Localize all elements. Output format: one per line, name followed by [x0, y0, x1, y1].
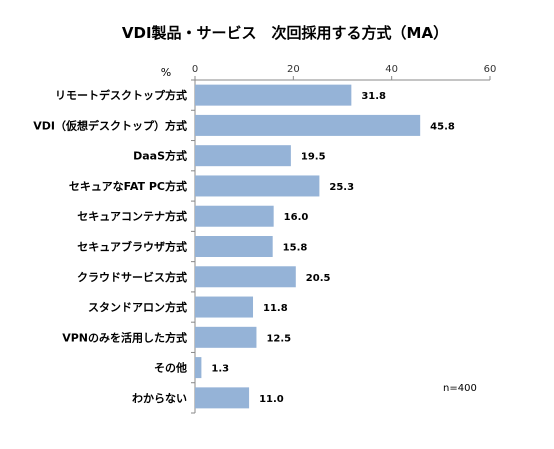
data-label: 12.5 [266, 333, 291, 344]
x-tick-label: 60 [484, 64, 497, 75]
category-label: DaaS方式 [133, 149, 187, 163]
bar [195, 266, 296, 288]
data-label: 20.5 [306, 273, 331, 284]
bar [195, 114, 421, 136]
bar [195, 387, 250, 409]
category-label: スタンドアロン方式 [88, 300, 187, 314]
bar [195, 145, 291, 167]
category-label: セキュアコンテナ方式 [77, 209, 187, 223]
category-label: リモートデスクトップ方式 [55, 88, 187, 102]
bar [195, 175, 320, 197]
data-label: 25.3 [329, 182, 354, 193]
data-label: 15.8 [283, 243, 308, 254]
data-label: 11.8 [263, 303, 288, 314]
x-tick-label: 40 [385, 64, 398, 75]
category-label: VDI（仮想デスクトップ）方式 [33, 118, 187, 132]
bar [195, 236, 273, 257]
bar [195, 357, 202, 379]
bar [195, 326, 257, 348]
category-label: VPNのみを活用した方式 [62, 330, 187, 344]
data-label: 45.8 [430, 121, 455, 132]
category-label: わからない [132, 392, 187, 405]
bars: リモートデスクトップ方式 31.8 VDI（仮想デスクトップ）方式 45.8 DaaS方… [33, 84, 455, 409]
chart-title: VDI製品・サービス 次回採用する方式（MA） [122, 24, 448, 42]
sample-size-note: n=400 [443, 383, 477, 394]
data-label: 19.5 [301, 152, 326, 163]
unit-label: % [161, 66, 171, 79]
category-label: クラウドサービス方式 [77, 270, 187, 284]
category-label: セキュアなFAT PC方式 [69, 179, 187, 193]
bar [195, 205, 274, 227]
data-label: 31.8 [361, 91, 386, 102]
category-label: セキュアブラウザ方式 [77, 240, 187, 254]
x-tick-label: 0 [192, 64, 198, 75]
data-label: 1.3 [211, 364, 229, 375]
x-tick-label: 20 [287, 64, 300, 75]
data-label: 16.0 [284, 212, 309, 223]
category-label: その他 [154, 361, 187, 375]
bar [195, 296, 254, 318]
bar [195, 84, 352, 106]
data-label: 11.0 [259, 394, 284, 405]
